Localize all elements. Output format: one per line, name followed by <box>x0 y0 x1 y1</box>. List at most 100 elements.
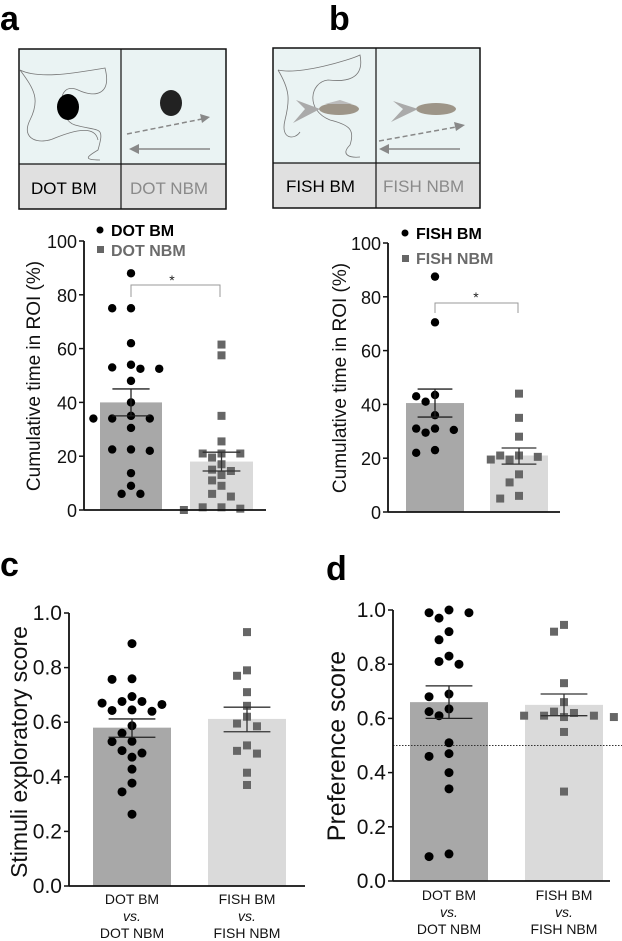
data-point <box>217 437 226 446</box>
data-point <box>434 656 444 666</box>
data-point <box>444 768 454 778</box>
y-tick-label: 40 <box>361 395 381 415</box>
data-point <box>424 751 434 761</box>
data-point <box>411 448 421 458</box>
y-tick-label: 0.4 <box>33 766 63 789</box>
x-labels-c: DOT BM vs. DOT NBM FISH BM vs. FISH NBM <box>100 891 281 941</box>
data-point <box>560 787 568 796</box>
dashed-arrow <box>378 126 457 142</box>
dot-stimulus-nbm <box>160 90 182 116</box>
y-tick-label: 0.0 <box>33 875 62 898</box>
data-point <box>117 787 127 797</box>
data-point <box>243 768 251 777</box>
data-point <box>157 699 167 709</box>
y-tick-label: 0.0 <box>357 870 386 893</box>
data-point <box>430 445 440 455</box>
dot-stimulus-bm <box>57 94 79 120</box>
panel-letter-d: d <box>326 550 347 588</box>
data-point <box>424 692 434 702</box>
data-point <box>233 719 242 728</box>
fish-stimulus-nbm-icon <box>391 101 456 122</box>
data-point <box>424 707 434 717</box>
y-tick-label: 80 <box>361 288 381 308</box>
data-point <box>117 746 127 756</box>
y-tick-label: 60 <box>361 342 381 362</box>
data-point <box>126 304 136 313</box>
data-point <box>137 748 147 758</box>
chart-a: 0 20 40 60 80 100 <box>47 232 266 521</box>
y-tick-label: 0 <box>67 501 77 521</box>
data-point <box>430 318 440 327</box>
y-tick-label: 0.2 <box>33 820 62 843</box>
data-point <box>126 423 136 433</box>
x-tick-label: FISH BM <box>219 891 276 907</box>
data-point <box>434 635 444 645</box>
data-point <box>569 708 578 717</box>
data-point <box>198 449 207 458</box>
x-tick-label: DOT BM <box>105 891 159 907</box>
x-tick-label-vs: vs. <box>555 904 573 920</box>
data-point <box>533 452 542 461</box>
data-point <box>208 476 217 485</box>
bar-bm <box>93 727 171 886</box>
data-point <box>127 736 137 746</box>
data-point <box>496 451 505 460</box>
data-point <box>252 749 261 758</box>
data-point <box>434 613 444 623</box>
chart-b: 0 20 40 60 80 100 <box>351 234 560 523</box>
data-point <box>107 737 117 747</box>
bar-nbm <box>490 455 548 512</box>
y-tick-label: 20 <box>57 447 77 467</box>
significance-bracket-b: * <box>434 289 519 313</box>
data-point <box>233 746 242 755</box>
data-point <box>515 491 523 500</box>
data-point <box>136 489 145 499</box>
data-point <box>127 752 137 762</box>
y-tick-label: 0.4 <box>357 762 387 785</box>
tank-area <box>19 49 226 164</box>
data-point <box>217 340 226 349</box>
x-tick-label-vs: vs. <box>238 908 256 924</box>
data-point <box>444 651 454 661</box>
data-point <box>421 397 430 406</box>
data-point <box>217 411 226 420</box>
legend-marker-circle <box>96 226 104 234</box>
y-tick-label: 20 <box>361 449 381 469</box>
data-point <box>515 389 523 398</box>
data-point <box>520 711 529 720</box>
x-tick-label: DOT NBM <box>417 921 481 937</box>
data-point <box>117 728 127 738</box>
data-point <box>421 428 430 437</box>
panel-letter-b: b <box>329 0 350 38</box>
legend-label-nbm: FISH NBM <box>416 251 493 268</box>
data-point <box>217 471 226 480</box>
data-point <box>208 465 217 474</box>
y-tick-label: 80 <box>57 286 77 306</box>
legend-marker-square <box>97 246 104 253</box>
data-point <box>107 674 117 684</box>
data-point <box>126 445 136 454</box>
data-point <box>137 696 147 706</box>
y-tick-label: 40 <box>57 393 77 413</box>
y-tick-label: 1.0 <box>33 602 62 625</box>
significance-star: * <box>169 272 175 288</box>
data-point <box>243 666 251 675</box>
y-tick-label: 0.2 <box>357 816 386 839</box>
data-point <box>444 749 454 759</box>
data-point <box>243 688 251 697</box>
legend-b: FISH BM FISH NBM <box>401 226 493 268</box>
swim-path <box>277 54 362 158</box>
y-tick-label: 100 <box>47 232 77 252</box>
data-point <box>236 504 245 513</box>
data-point <box>515 413 523 422</box>
data-point <box>127 705 137 715</box>
legend-marker-square <box>402 255 409 262</box>
data-point <box>515 470 523 479</box>
legend-a: DOT BM DOT NBM <box>96 223 186 260</box>
legend-label-bm: DOT BM <box>111 223 174 240</box>
data-point <box>609 713 618 722</box>
data-point <box>243 741 251 750</box>
data-point <box>243 701 251 710</box>
bar-bm <box>406 403 464 512</box>
